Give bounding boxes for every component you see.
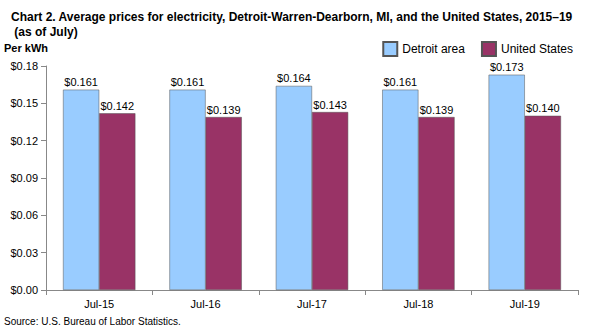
svg-text:$0.03: $0.03 <box>10 247 38 259</box>
svg-text:$0.164: $0.164 <box>277 72 311 84</box>
svg-text:$0.139: $0.139 <box>420 104 454 116</box>
svg-text:$0.140: $0.140 <box>526 102 560 114</box>
svg-text:$0.143: $0.143 <box>313 99 347 111</box>
svg-text:$0.00: $0.00 <box>10 284 38 296</box>
svg-text:Source: U.S. Bureau of Labor S: Source: U.S. Bureau of Labor Statistics. <box>4 316 181 327</box>
svg-text:$0.161: $0.161 <box>171 76 205 88</box>
svg-text:Jul-19: Jul-19 <box>510 298 540 310</box>
svg-text:Per kWh: Per kWh <box>4 42 48 54</box>
svg-text:Jul-15: Jul-15 <box>84 298 114 310</box>
svg-text:$0.173: $0.173 <box>490 61 524 73</box>
svg-text:Jul-18: Jul-18 <box>403 298 433 310</box>
svg-text:$0.06: $0.06 <box>10 209 38 221</box>
svg-text:$0.139: $0.139 <box>207 104 241 116</box>
svg-text:(as of July): (as of July) <box>11 25 78 39</box>
svg-text:$0.18: $0.18 <box>10 60 38 72</box>
svg-text:$0.142: $0.142 <box>100 100 134 112</box>
svg-text:Detroit area: Detroit area <box>402 42 465 56</box>
svg-text:Jul-16: Jul-16 <box>191 298 221 310</box>
svg-text:$0.161: $0.161 <box>383 76 417 88</box>
svg-text:$0.12: $0.12 <box>10 135 38 147</box>
svg-text:$0.09: $0.09 <box>10 172 38 184</box>
svg-text:Chart 2. Average prices for el: Chart 2. Average prices for electricity,… <box>11 10 576 24</box>
svg-text:$0.161: $0.161 <box>64 76 98 88</box>
svg-text:Jul-17: Jul-17 <box>297 298 327 310</box>
svg-text:United States: United States <box>501 42 573 56</box>
svg-text:$0.15: $0.15 <box>10 97 38 109</box>
